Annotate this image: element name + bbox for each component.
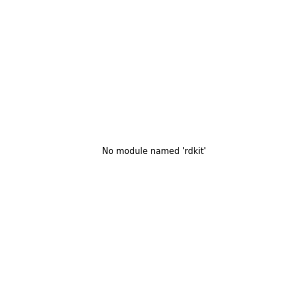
Text: No module named 'rdkit': No module named 'rdkit' [102, 147, 206, 156]
